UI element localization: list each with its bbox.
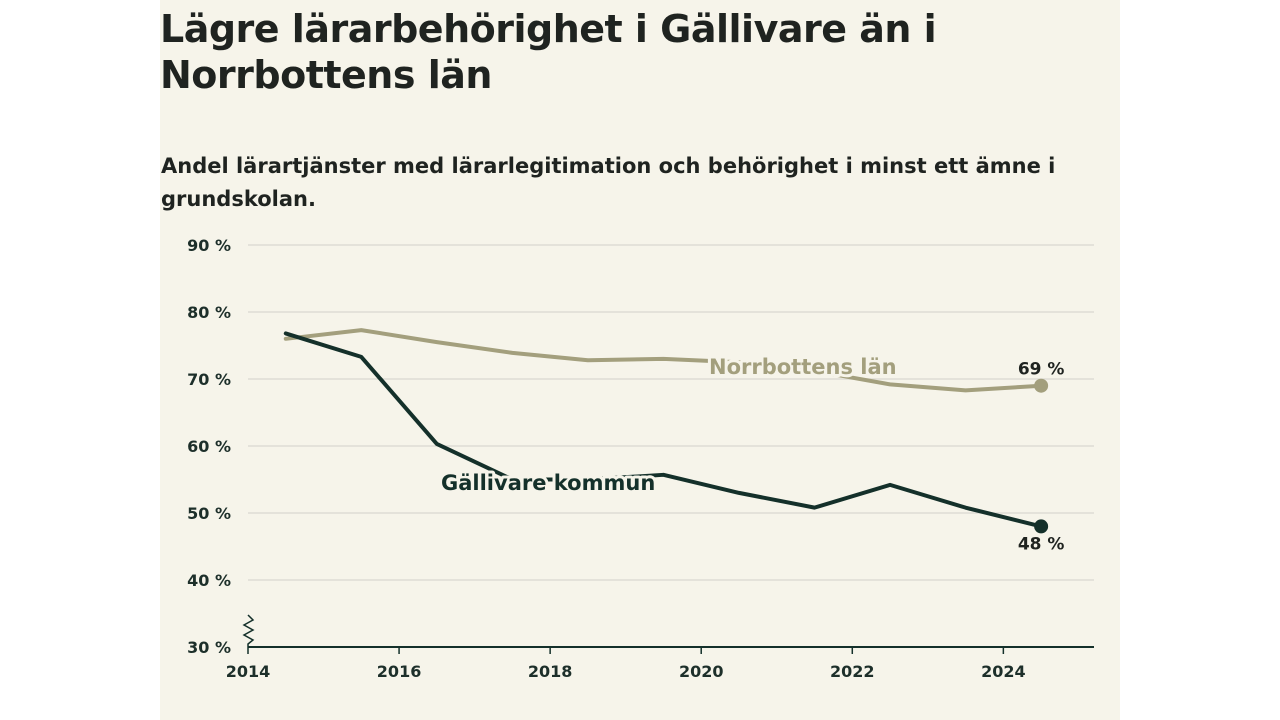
chart-subtitle: Andel lärartjänster med lärarlegitimatio…: [161, 154, 1056, 211]
y-tick-label: 60 %: [187, 437, 231, 456]
x-tick-label: 2016: [377, 662, 422, 681]
end-marker-norrbotten: [1034, 378, 1049, 393]
series-lines: [283, 328, 1049, 534]
x-tick-label: 2018: [528, 662, 573, 681]
end-marker-gallivare: [1034, 519, 1049, 534]
chart-title: Lägre lärarbehörighet i Gällivare än i N…: [160, 7, 937, 97]
end-value-gallivare: 48 %: [1018, 534, 1065, 554]
x-tick-label: 2022: [830, 662, 875, 681]
series-line-gallivare: [283, 331, 1044, 529]
y-tick-label: 90 %: [187, 236, 231, 255]
series-line-norrbotten: [283, 328, 1044, 393]
series-labels: Norrbottens län Gällivare kommun 69 % 48 %: [438, 352, 1065, 554]
series-label-norrbotten: Norrbottens län: [709, 355, 897, 379]
x-tick-label: 2014: [226, 662, 271, 681]
y-tick-label: 30 %: [187, 638, 231, 657]
axis-break-icon: [242, 614, 255, 647]
y-tick-label: 40 %: [187, 571, 231, 590]
end-value-norrbotten: 69 %: [1018, 360, 1065, 380]
y-tick-label: 50 %: [187, 504, 231, 523]
y-tick-label: 80 %: [187, 303, 231, 322]
x-tick-label: 2020: [679, 662, 724, 681]
x-tick-label: 2024: [981, 662, 1026, 681]
gridlines: [248, 244, 1094, 581]
y-tick-label: 70 %: [187, 370, 231, 389]
y-axis-ticks: 30 % 40 % 50 % 60 % 70 % 80 % 90 %: [187, 236, 231, 657]
x-axis: 2014 2016 2018 2020 2022 2024: [226, 614, 1094, 681]
series-label-gallivare: Gällivare kommun: [441, 471, 655, 495]
